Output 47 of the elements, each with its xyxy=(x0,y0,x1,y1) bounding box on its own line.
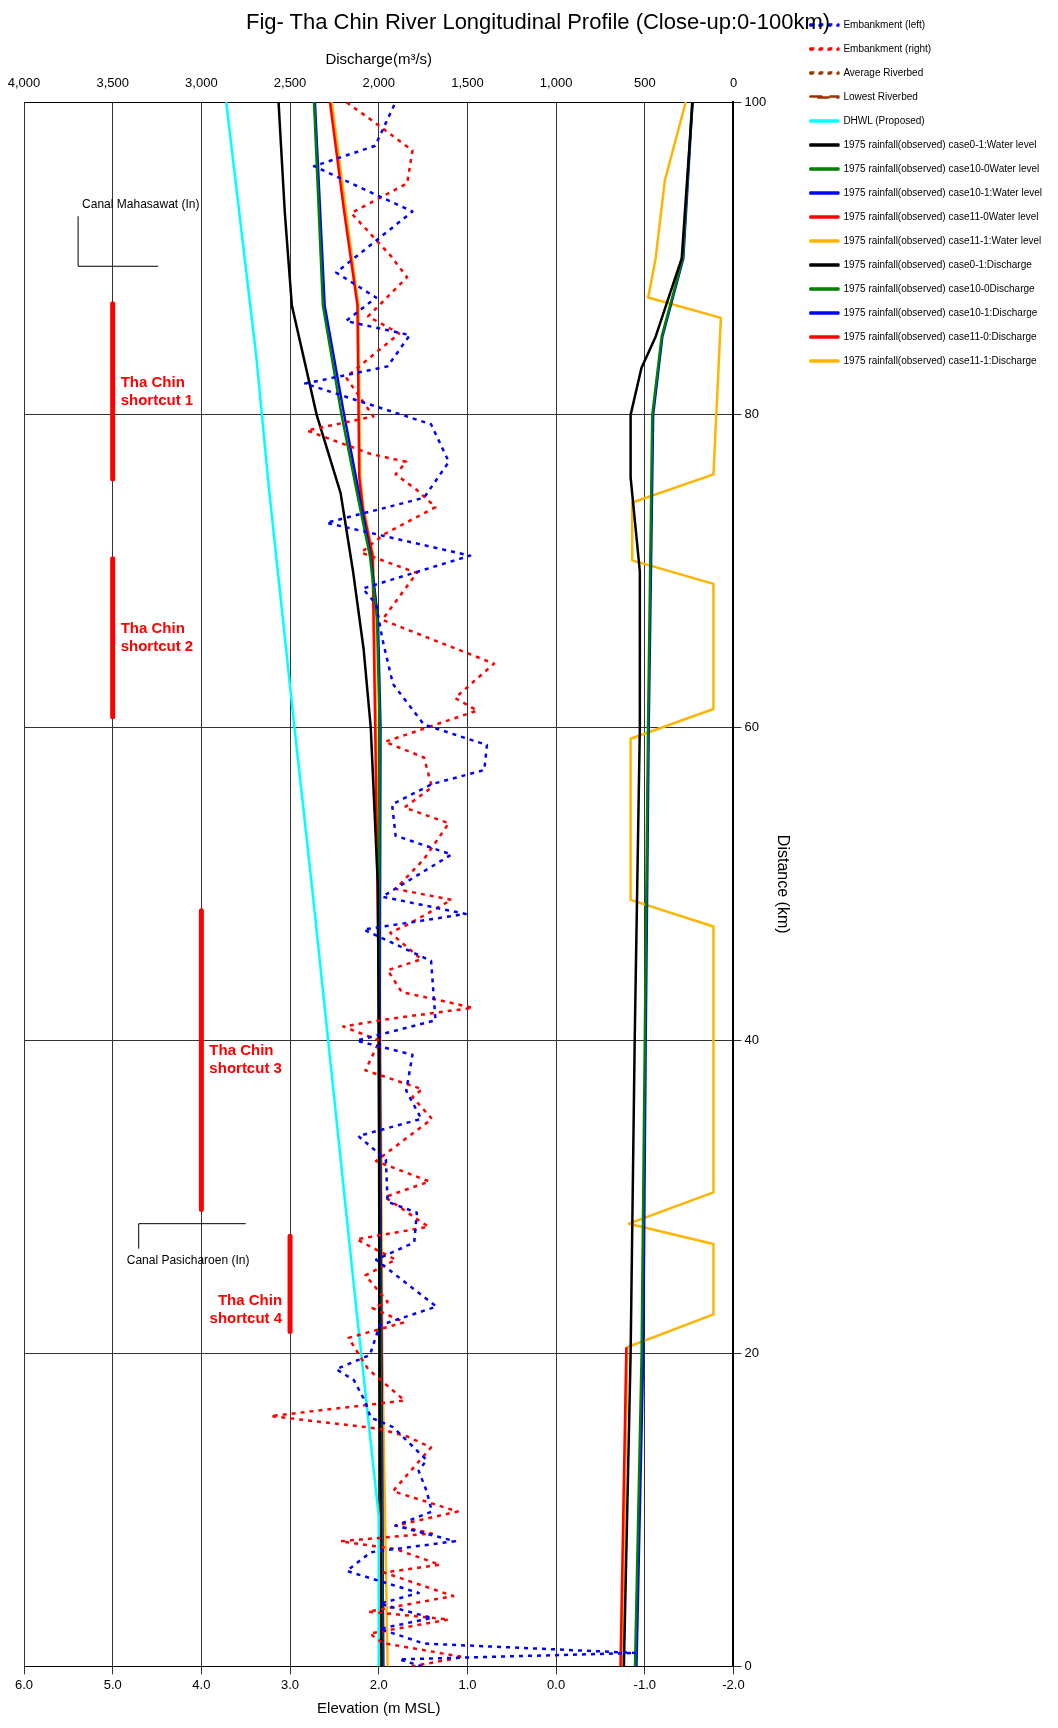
legend-label: 1975 rainfall(observed) case11-1:Discharge xyxy=(843,354,1038,366)
legend-label: DHWL (Proposed) xyxy=(843,114,925,126)
x-axis-title: Elevation (m MSL) xyxy=(317,1699,441,1717)
legend-label: 1975 rainfall(observed) case11-0Water level xyxy=(843,210,1039,222)
legend-label: Embankment (right) xyxy=(843,42,932,54)
legend-label: Embankment (left) xyxy=(843,18,926,30)
series-label: Tha Chin shortcut 1 xyxy=(120,372,194,408)
x-tick-label: 0.0 xyxy=(547,1676,566,1692)
x-tick-label: 5.0 xyxy=(103,1676,122,1692)
legend-label: 1975 rainfall(observed) case10-0Water level xyxy=(843,162,1040,174)
x2-axis-title: Discharge(m³/s) xyxy=(325,49,433,67)
y-tick-label: 60 xyxy=(744,719,759,735)
y-axis-title: Distance (km) xyxy=(775,834,793,934)
legend-label: 1975 rainfall(observed) case11-0:Discharge xyxy=(843,330,1038,342)
series-label: Tha Chin shortcut 3 xyxy=(209,1041,282,1077)
x2-tick-label: 2,500 xyxy=(273,74,307,90)
x2-tick-label: 0 xyxy=(729,74,738,90)
x-tick-label: 3.0 xyxy=(281,1676,300,1692)
y-tick-label: 0 xyxy=(744,1657,752,1673)
y-tick-label: 100 xyxy=(744,93,767,109)
y-tick-label: 80 xyxy=(744,406,759,422)
x-tick-label: 4.0 xyxy=(192,1676,211,1692)
x-tick-label: -2.0 xyxy=(722,1676,745,1692)
x2-tick-label: 2,000 xyxy=(362,74,396,90)
x-tick-label: 2.0 xyxy=(369,1676,388,1692)
legend-label: 1975 rainfall(observed) case0-1:Water level xyxy=(843,138,1037,150)
series-label: Tha Chin shortcut 4 xyxy=(209,1291,283,1327)
x-tick-label: 6.0 xyxy=(14,1676,34,1692)
chart-title: Fig- Tha Chin River Longitudinal Profile (Close-up:0-100km) xyxy=(245,9,831,35)
legend-label: Lowest Riverbed xyxy=(843,90,918,102)
y-tick-label: 20 xyxy=(744,1345,759,1361)
x2-tick-label: 4,000 xyxy=(7,74,41,90)
x2-tick-label: 3,000 xyxy=(185,74,218,90)
x2-tick-label: 1,000 xyxy=(539,74,573,90)
series-label: Tha Chin shortcut 2 xyxy=(120,618,194,654)
legend-label: 1975 rainfall(observed) case11-1:Water level xyxy=(843,234,1042,246)
x2-tick-label: 500 xyxy=(633,74,656,90)
legend-label: 1975 rainfall(observed) case10-1:Discharge xyxy=(843,306,1038,318)
legend-label: 1975 rainfall(observed) case10-0Discharge xyxy=(843,282,1036,294)
x-tick-label: 1.0 xyxy=(458,1676,477,1692)
x2-tick-label: 1,500 xyxy=(451,74,484,90)
x-tick-label: -1.0 xyxy=(633,1676,657,1692)
legend-label: 1975 rainfall(observed) case0-1:Discharge xyxy=(843,258,1033,270)
legend-label: 1975 rainfall(observed) case10-1:Water level xyxy=(843,186,1043,198)
x2-tick-label: 3,500 xyxy=(96,74,129,90)
legend-label: Average Riverbed xyxy=(843,66,924,78)
y-tick-label: 40 xyxy=(744,1032,759,1048)
